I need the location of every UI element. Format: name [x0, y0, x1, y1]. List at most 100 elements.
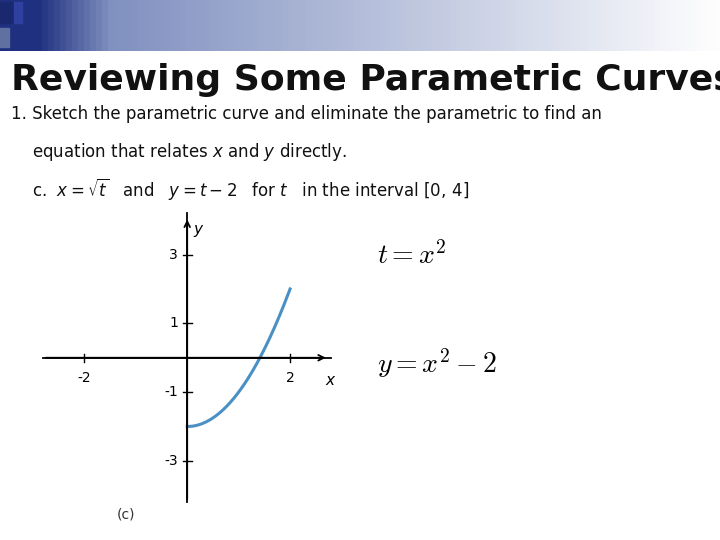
Text: 3: 3 — [169, 247, 178, 261]
Bar — [300, 0, 307, 51]
Bar — [630, 0, 636, 51]
Bar — [600, 0, 607, 51]
Bar — [60, 0, 67, 51]
Bar — [240, 0, 247, 51]
Bar — [126, 0, 132, 51]
Bar — [582, 0, 589, 51]
Bar — [24, 0, 31, 51]
Bar — [396, 0, 402, 51]
Bar — [606, 0, 613, 51]
Text: $t = x^2$: $t = x^2$ — [377, 242, 447, 271]
Bar — [180, 0, 186, 51]
Bar — [414, 0, 420, 51]
Bar — [474, 0, 481, 51]
Bar — [450, 0, 456, 51]
Bar — [444, 0, 451, 51]
Bar — [150, 0, 157, 51]
Bar — [108, 0, 114, 51]
Bar — [276, 0, 283, 51]
Text: equation that relates $x$ and $y$ directly.: equation that relates $x$ and $y$ direct… — [32, 141, 346, 163]
Bar — [516, 0, 523, 51]
Bar — [294, 0, 301, 51]
Bar — [456, 0, 463, 51]
Bar — [678, 0, 685, 51]
Bar — [174, 0, 181, 51]
Bar — [624, 0, 631, 51]
Bar — [288, 0, 294, 51]
Bar — [576, 0, 582, 51]
Text: Reviewing Some Parametric Curves: Reviewing Some Parametric Curves — [11, 63, 720, 97]
Bar — [318, 0, 325, 51]
Bar — [618, 0, 625, 51]
Bar — [588, 0, 595, 51]
Text: (c): (c) — [117, 507, 135, 521]
Bar — [162, 0, 168, 51]
Bar — [378, 0, 384, 51]
Bar — [306, 0, 312, 51]
Bar — [564, 0, 571, 51]
Bar — [522, 0, 528, 51]
Bar — [372, 0, 379, 51]
Bar — [690, 0, 697, 51]
Bar — [132, 0, 139, 51]
Bar — [438, 0, 445, 51]
Bar — [402, 0, 409, 51]
Bar — [336, 0, 343, 51]
Bar — [228, 0, 235, 51]
Text: 2: 2 — [286, 371, 294, 385]
Bar — [636, 0, 643, 51]
Bar — [14, 2, 22, 23]
Bar — [504, 0, 510, 51]
Bar — [222, 0, 229, 51]
Bar — [366, 0, 373, 51]
Bar — [168, 0, 175, 51]
Bar — [324, 0, 330, 51]
Bar — [12, 0, 19, 51]
Bar — [18, 0, 24, 51]
Bar — [360, 0, 366, 51]
Bar — [390, 0, 397, 51]
Bar — [348, 0, 355, 51]
Bar — [264, 0, 271, 51]
Bar — [420, 0, 427, 51]
Bar — [6, 0, 13, 51]
Bar — [714, 0, 720, 51]
Bar — [684, 0, 690, 51]
Text: -3: -3 — [164, 454, 178, 468]
Bar — [252, 0, 258, 51]
Bar — [510, 0, 517, 51]
Bar — [54, 0, 60, 51]
Bar — [672, 0, 679, 51]
Bar — [246, 0, 253, 51]
Bar — [0, 28, 9, 47]
Bar — [708, 0, 715, 51]
Bar — [204, 0, 211, 51]
Bar — [546, 0, 553, 51]
Bar — [648, 0, 654, 51]
Bar — [66, 0, 73, 51]
Bar — [282, 0, 289, 51]
Bar — [138, 0, 145, 51]
Bar — [114, 0, 121, 51]
Text: c.  $x = \sqrt{t}\;$  and  $\;y = t-2\;$  for $t\;$  in the interval $\left[0,\,: c. $x = \sqrt{t}\;$ and $\;y = t-2\;$ fo… — [32, 176, 469, 202]
Bar — [120, 0, 127, 51]
Text: $y = x^2 - 2$: $y = x^2 - 2$ — [377, 346, 497, 380]
Bar — [612, 0, 618, 51]
Bar — [432, 0, 438, 51]
Bar — [384, 0, 391, 51]
Bar — [36, 0, 42, 51]
Text: 1: 1 — [169, 316, 178, 330]
Bar — [192, 0, 199, 51]
Bar — [570, 0, 577, 51]
Bar — [84, 0, 91, 51]
Bar — [216, 0, 222, 51]
Bar — [234, 0, 240, 51]
Bar — [408, 0, 415, 51]
Text: y: y — [194, 222, 202, 237]
Bar — [96, 0, 103, 51]
Bar — [198, 0, 204, 51]
Bar — [642, 0, 649, 51]
Bar — [354, 0, 361, 51]
Bar — [462, 0, 469, 51]
Bar — [210, 0, 217, 51]
